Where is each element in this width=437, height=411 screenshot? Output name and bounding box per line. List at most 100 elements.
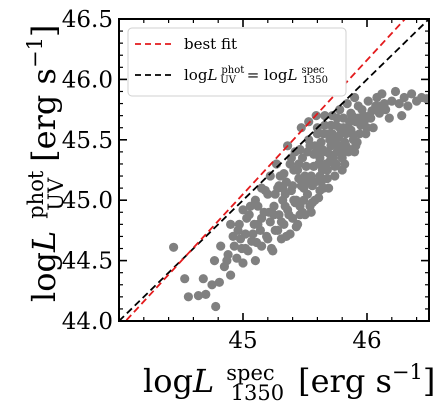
data-point [226, 270, 236, 280]
x-axis-title-sub: 1350 [231, 381, 284, 405]
data-point [326, 120, 336, 130]
data-point [281, 231, 291, 241]
data-point [387, 96, 397, 106]
data-point [183, 292, 193, 302]
data-point [342, 99, 352, 109]
data-point [397, 111, 407, 121]
data-point [273, 225, 283, 235]
data-point [238, 258, 248, 268]
data-point [242, 213, 252, 223]
data-point [284, 210, 294, 220]
y-tick-label: 45.0 [62, 188, 113, 214]
legend-one-to-one-sup2: spec [301, 65, 324, 76]
data-point [295, 210, 305, 220]
data-point [280, 201, 290, 211]
y-tick-label: 46.5 [62, 7, 113, 33]
data-point [326, 141, 336, 151]
data-point [332, 113, 342, 123]
legend-one-to-one-label: logL phot UV = logL spec 1350 [184, 65, 328, 86]
legend-best-fit-label: best fit [184, 35, 237, 53]
data-points [169, 86, 429, 312]
data-point [229, 241, 239, 251]
data-point [222, 256, 232, 266]
data-point [302, 147, 313, 157]
data-point [248, 229, 258, 239]
legend-one-to-one-eq: = log [242, 66, 288, 84]
legend-box [127, 27, 347, 97]
data-point [265, 171, 275, 181]
data-point [301, 177, 311, 187]
legend-one-to-one-sub: UV [220, 75, 236, 86]
y-axis-title-sup: phot [24, 170, 48, 219]
data-point [253, 219, 263, 229]
data-point [296, 123, 306, 133]
data-point [343, 147, 353, 157]
data-point [351, 141, 361, 151]
data-point [304, 117, 314, 127]
y-tick-label: 46.0 [62, 67, 113, 93]
data-point [232, 253, 242, 263]
y-tick-label: 45.5 [62, 128, 113, 154]
data-point [209, 256, 220, 266]
legend-one-to-one-sub2: 1350 [303, 75, 328, 86]
data-point [338, 123, 348, 133]
data-point [399, 92, 409, 103]
y-axis-title-unit-exp: −1 [23, 37, 47, 68]
data-point [363, 96, 373, 106]
data-point [350, 92, 360, 103]
data-point [305, 201, 315, 211]
y-axis-title-unit-close: ] [25, 25, 63, 37]
legend-one-to-one-var: L [206, 66, 217, 84]
x-axis-title-unit-close: ] [423, 362, 435, 400]
data-point [421, 94, 429, 104]
data-point [384, 113, 394, 123]
data-point [274, 181, 284, 191]
data-point [288, 181, 298, 191]
data-point [211, 301, 221, 312]
data-point [276, 217, 286, 227]
data-point [325, 149, 335, 159]
x-tick-label: 45 [228, 328, 257, 354]
legend-one-to-one-prefix: log [184, 66, 208, 84]
x-axis-title: logL spec 1350 [erg s−1] [143, 360, 435, 405]
data-point [337, 165, 347, 175]
data-point [357, 105, 367, 115]
data-point [376, 101, 386, 111]
data-point [269, 201, 279, 211]
data-point [198, 274, 208, 284]
reference-lines [119, 19, 429, 321]
data-point [372, 92, 382, 103]
y-tick-label: 44.5 [62, 249, 113, 275]
x-axis-title-unit-exp: −1 [392, 360, 423, 384]
data-point [233, 225, 243, 235]
data-point [403, 101, 413, 111]
data-point [330, 171, 340, 181]
legend-one-to-one-sup: phot [221, 65, 244, 76]
data-point [346, 125, 356, 135]
y-axis-title-var: L [25, 231, 63, 253]
data-point [169, 242, 179, 252]
data-point [295, 144, 305, 155]
x-axis-title-unit: [erg s [298, 362, 392, 400]
x-axis-title-var: L [192, 362, 214, 400]
data-point [257, 183, 267, 193]
data-point [235, 234, 246, 244]
data-point [264, 207, 274, 217]
data-point [280, 189, 290, 199]
x-axis-title-sup: spec [226, 361, 274, 385]
data-point [180, 274, 190, 284]
data-point [193, 291, 203, 301]
data-point [407, 89, 417, 99]
legend-one-to-one-var2: L [287, 66, 298, 84]
data-point [291, 222, 301, 232]
y-tick-label: 44.0 [62, 309, 113, 335]
data-point [240, 243, 251, 254]
x-axis-title-prefix: log [143, 362, 193, 400]
data-point [310, 141, 320, 151]
data-point [321, 159, 331, 169]
data-point [263, 234, 273, 244]
plot-frame [118, 18, 430, 322]
data-point [301, 161, 311, 171]
data-point [207, 280, 217, 290]
data-point [270, 189, 280, 199]
